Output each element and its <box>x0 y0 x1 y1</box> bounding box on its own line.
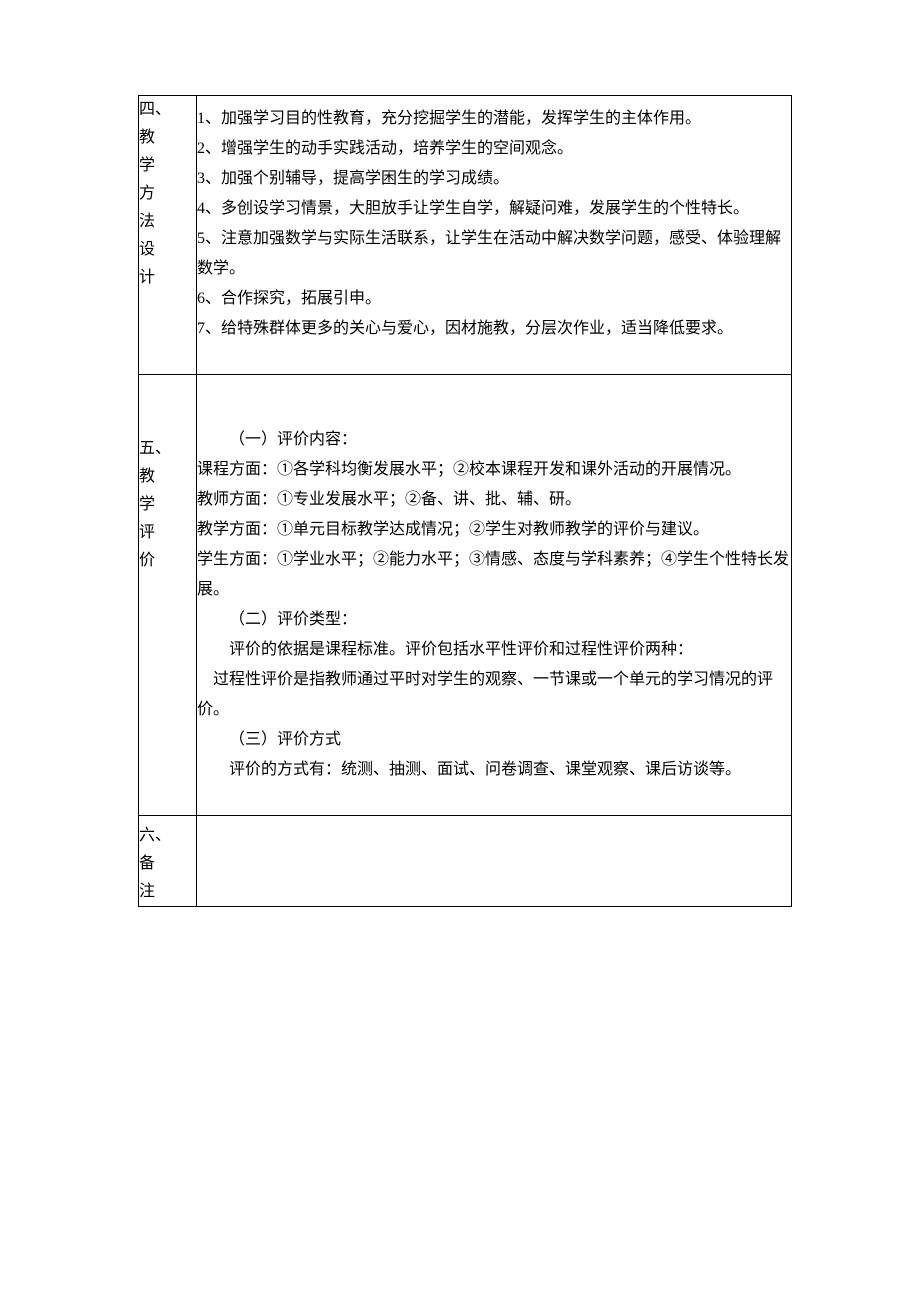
list-item: 5、注意加强数学与实际生活联系，让学生在活动中解决数学问题，感受、体验理解数学。 <box>197 224 791 284</box>
label-char: 四、 <box>139 96 196 124</box>
paragraph: 教师方面：①专业发展水平；②备、讲、批、辅、研。 <box>197 485 791 515</box>
label-char: 计 <box>139 264 196 292</box>
section-5-content: （一）评价内容： 课程方面：①各学科均衡发展水平；②校本课程开发和课外活动的开展… <box>197 375 792 816</box>
label-char: 学 <box>139 491 196 519</box>
section-4-label: 四、 教 学 方 法 设 计 <box>139 96 197 375</box>
table-row: 五、 教 学 评 价 （一）评价内容： 课程方面：①各学科均衡发展水平；②校本课… <box>139 375 792 816</box>
label-char: 五、 <box>139 435 196 463</box>
subheading: （二）评价类型： <box>197 605 791 635</box>
list-item: 2、增强学生的动手实践活动，培养学生的空间观念。 <box>197 134 791 164</box>
label-char: 教 <box>139 124 196 152</box>
paragraph: 教学方面：①单元目标教学达成情况；②学生对教师教学的评价与建议。 <box>197 515 791 545</box>
label-char: 设 <box>139 236 196 264</box>
label-char: 备 <box>139 850 196 878</box>
document-page: 四、 教 学 方 法 设 计 1、加强学习目的性教育，充分挖掘学生的潜能，发挥学… <box>0 0 920 1302</box>
table-row: 四、 教 学 方 法 设 计 1、加强学习目的性教育，充分挖掘学生的潜能，发挥学… <box>139 96 792 375</box>
document-table: 四、 教 学 方 法 设 计 1、加强学习目的性教育，充分挖掘学生的潜能，发挥学… <box>138 95 792 907</box>
list-item: 3、加强个别辅导，提高学困生的学习成绩。 <box>197 164 791 194</box>
label-char: 学 <box>139 152 196 180</box>
label-char: 方 <box>139 180 196 208</box>
list-item: 1、加强学习目的性教育，充分挖掘学生的潜能，发挥学生的主体作用。 <box>197 104 791 134</box>
subheading: （三）评价方式 <box>197 725 791 755</box>
label-char: 教 <box>139 463 196 491</box>
section-5-label: 五、 教 学 评 价 <box>139 375 197 816</box>
subheading: （一）评价内容： <box>197 425 791 455</box>
paragraph: 过程性评价是指教师通过平时对学生的观察、一节课或一个单元的学习情况的评价。 <box>197 665 791 725</box>
paragraph: 评价的方式有：统测、抽测、面试、问卷调查、课堂观察、课后访谈等。 <box>197 755 791 785</box>
section-6-label: 六、 备 注 <box>139 816 197 907</box>
list-item: 6、合作探究，拓展引申。 <box>197 284 791 314</box>
list-item: 4、多创设学习情景，大胆放手让学生自学，解疑问难，发展学生的个性特长。 <box>197 194 791 224</box>
label-char: 价 <box>139 547 196 575</box>
label-char: 评 <box>139 519 196 547</box>
paragraph: 课程方面：①各学科均衡发展水平；②校本课程开发和课外活动的开展情况。 <box>197 455 791 485</box>
label-char: 注 <box>139 878 196 906</box>
section-4-content: 1、加强学习目的性教育，充分挖掘学生的潜能，发挥学生的主体作用。 2、增强学生的… <box>197 96 792 375</box>
list-item: 7、给特殊群体更多的关心与爱心，因材施教，分层次作业，适当降低要求。 <box>197 314 791 344</box>
table-row: 六、 备 注 <box>139 816 792 907</box>
paragraph: 评价的依据是课程标准。评价包括水平性评价和过程性评价两种： <box>197 635 791 665</box>
section-6-content <box>197 816 792 907</box>
label-char: 六、 <box>139 822 196 850</box>
paragraph: 学生方面：①学业水平；②能力水平；③情感、态度与学科素养；④学生个性特长发展。 <box>197 545 791 605</box>
label-char: 法 <box>139 208 196 236</box>
